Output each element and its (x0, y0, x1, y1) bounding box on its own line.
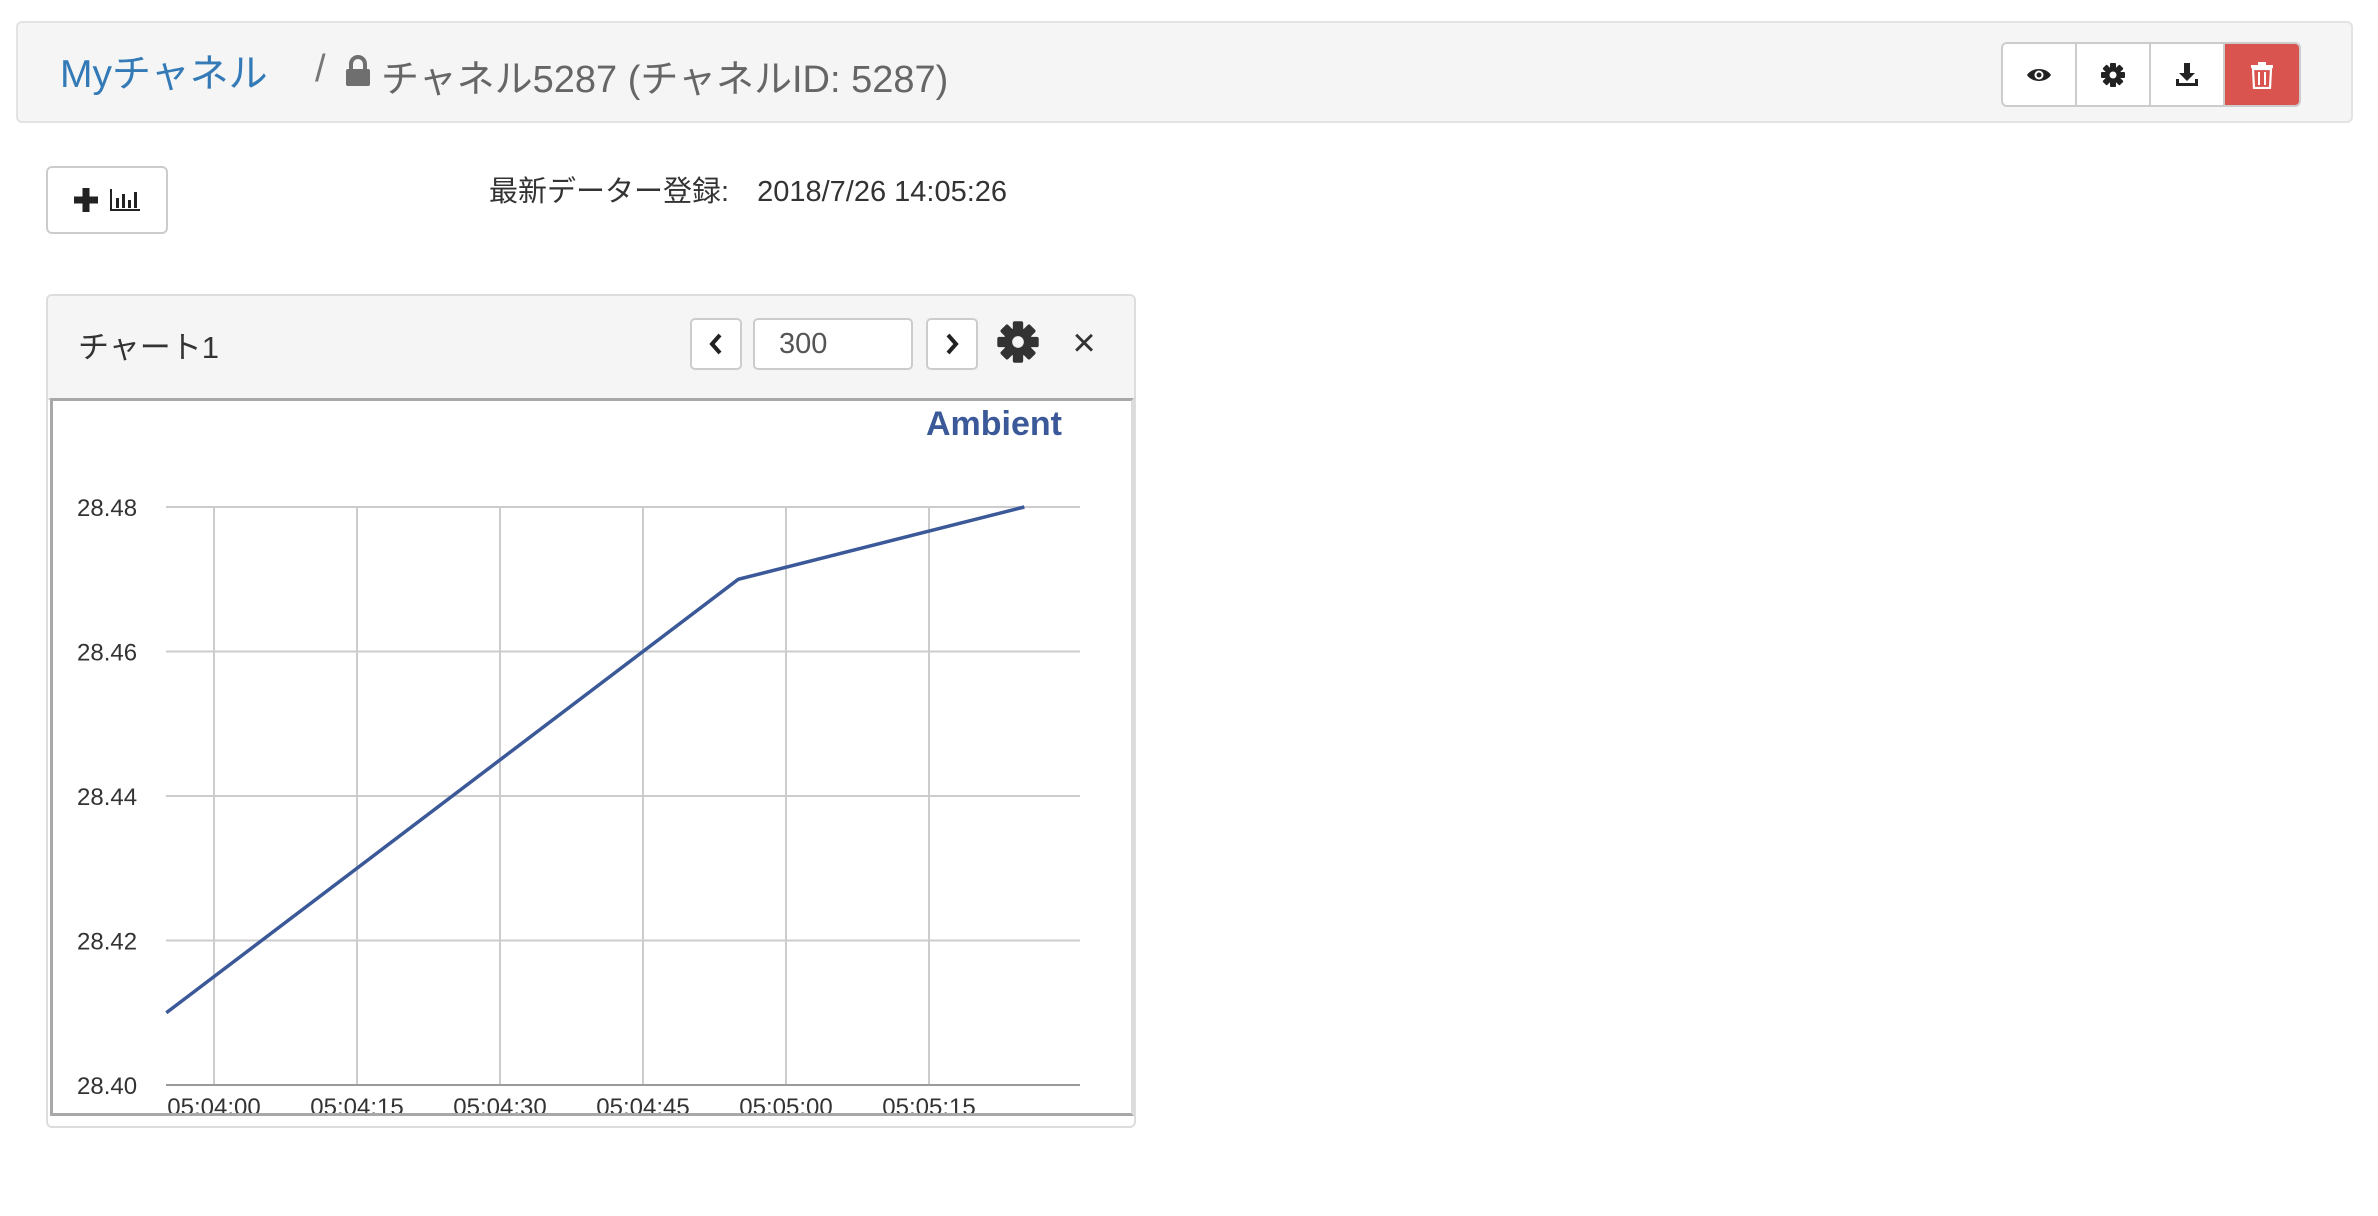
chevron-left-icon (709, 333, 722, 355)
brand-logo: Ambient (926, 405, 1062, 443)
x-tick-label: 05:04:45 (596, 1094, 689, 1113)
series-line (165, 505, 1025, 1015)
view-button[interactable] (2003, 44, 2077, 105)
breadcrumb-bar: Myチャネル / チャネル5287 (チャネルID: 5287) (16, 21, 2353, 123)
breadcrumb-current-channel: チャネル5287 (チャネルID: 5287) (381, 59, 949, 101)
y-tick-label: 28.46 (77, 640, 137, 667)
prev-page-button[interactable] (690, 318, 742, 370)
breadcrumb-separator: / (315, 48, 326, 90)
trash-icon (2251, 61, 2273, 89)
channel-actions (2001, 42, 2301, 107)
lock-icon (346, 55, 370, 86)
x-tick-label: 05:04:15 (310, 1094, 403, 1113)
breadcrumb-my-channels-link[interactable]: Myチャネル (60, 53, 268, 96)
download-icon (2176, 62, 2198, 86)
x-tick-label: 05:05:00 (739, 1094, 832, 1113)
add-chart-button[interactable] (46, 166, 168, 234)
chart-settings-gear-icon[interactable] (996, 320, 1040, 364)
data-count-input[interactable] (753, 318, 913, 370)
eye-icon (2027, 68, 2051, 81)
x-tick-label: 05:04:00 (167, 1094, 260, 1113)
x-tick-label: 05:05:15 (882, 1094, 975, 1113)
y-tick-label: 28.42 (77, 929, 137, 956)
y-tick-label: 28.48 (77, 495, 137, 522)
gear-icon (2101, 62, 2125, 87)
download-button[interactable] (2151, 44, 2225, 105)
next-page-button[interactable] (926, 318, 978, 370)
plus-icon (74, 188, 98, 212)
chart-title: チャート1 (78, 330, 219, 365)
chevron-right-icon (946, 333, 959, 355)
x-tick-label: 05:04:30 (453, 1094, 546, 1113)
y-tick-label: 28.44 (77, 784, 137, 811)
close-chart-button[interactable]: × (1072, 320, 1096, 365)
delete-button[interactable] (2225, 44, 2299, 105)
latest-data-label: 最新データー登録: (489, 176, 730, 208)
latest-data-info: 最新データー登録: 2018/7/26 14:05:26 (489, 168, 1007, 210)
chart-panel-header: チャート1 × (48, 296, 1134, 400)
y-tick-label: 28.40 (77, 1073, 137, 1100)
chart-area: Ambient 28.48 28.46 28.44 28.42 28.40 05:04:0… (50, 398, 1134, 1116)
settings-button[interactable] (2077, 44, 2151, 105)
bar-chart-icon (110, 189, 140, 211)
latest-data-timestamp: 2018/7/26 14:05:26 (757, 176, 1008, 208)
line-chart: Ambient 28.48 28.46 28.44 28.42 28.40 05:04:0… (77, 405, 1080, 1113)
